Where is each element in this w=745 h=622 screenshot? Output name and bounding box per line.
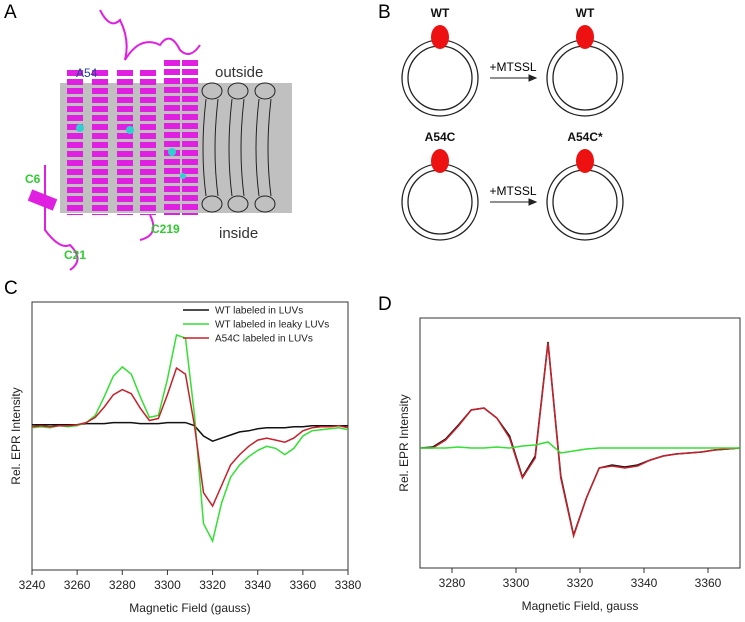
- residue-label: A54: [76, 66, 98, 80]
- x-tick-label: 3340: [631, 576, 658, 590]
- x-tick-label: 3260: [64, 578, 91, 592]
- x-tick-label: 3320: [567, 576, 594, 590]
- outside-label: outside: [215, 64, 263, 81]
- x-tick-label: 3340: [244, 578, 271, 592]
- vesicle-label: A54C*: [567, 130, 603, 144]
- panel-label: B: [378, 2, 391, 23]
- x-axis-label: Magnetic Field, gauss: [522, 599, 639, 613]
- y-axis-label: Rel. EPR Intensity: [9, 387, 23, 484]
- protein: [27, 9, 201, 271]
- x-tick-label: 3300: [154, 578, 181, 592]
- x-tick-label: 3300: [503, 576, 530, 590]
- line: [420, 342, 741, 539]
- x-tick-label: 3280: [439, 576, 466, 590]
- proteins: [431, 25, 594, 173]
- y-axis-label: Rel. EPR Intensity: [397, 394, 411, 491]
- vesicle-label: A54C: [425, 130, 456, 144]
- panel-label: D: [378, 294, 392, 315]
- line: [419, 341, 741, 538]
- legend-label: WT labeled in leaky LUVs: [215, 320, 329, 331]
- residue-label: C219: [151, 222, 180, 236]
- panel-label: C: [4, 278, 18, 299]
- residue-label: C6: [25, 172, 41, 186]
- line: [420, 441, 740, 454]
- line: [31, 366, 349, 508]
- plot-frame: [31, 301, 349, 571]
- residue-label: C21: [64, 248, 86, 262]
- plot-frame: [419, 317, 741, 569]
- arrow-label: +MTSSL: [489, 184, 536, 198]
- legend-label: A54C labeled in LUVs: [215, 334, 313, 345]
- x-tick-label: 3360: [695, 576, 722, 590]
- x-tick-label: 3280: [109, 578, 136, 592]
- x-axis-label: Magnetic Field (gauss): [129, 601, 250, 615]
- panel-label: A: [4, 2, 17, 23]
- x-tick-label: 3380: [335, 578, 362, 592]
- x-tick-label: 3240: [19, 578, 46, 592]
- arrow-label: +MTSSL: [489, 60, 536, 74]
- x-tick-label: 3360: [290, 578, 317, 592]
- lipids: [201, 82, 276, 213]
- inside-label: inside: [219, 225, 258, 242]
- legend-label: WT labeled in LUVs: [215, 306, 303, 317]
- x-tick-label: 3320: [199, 578, 226, 592]
- spin-labels: [76, 124, 186, 179]
- line: [31, 334, 349, 544]
- vesicle-label: WT: [576, 6, 595, 20]
- arrows: [490, 74, 538, 206]
- vesicle-label: WT: [431, 6, 450, 20]
